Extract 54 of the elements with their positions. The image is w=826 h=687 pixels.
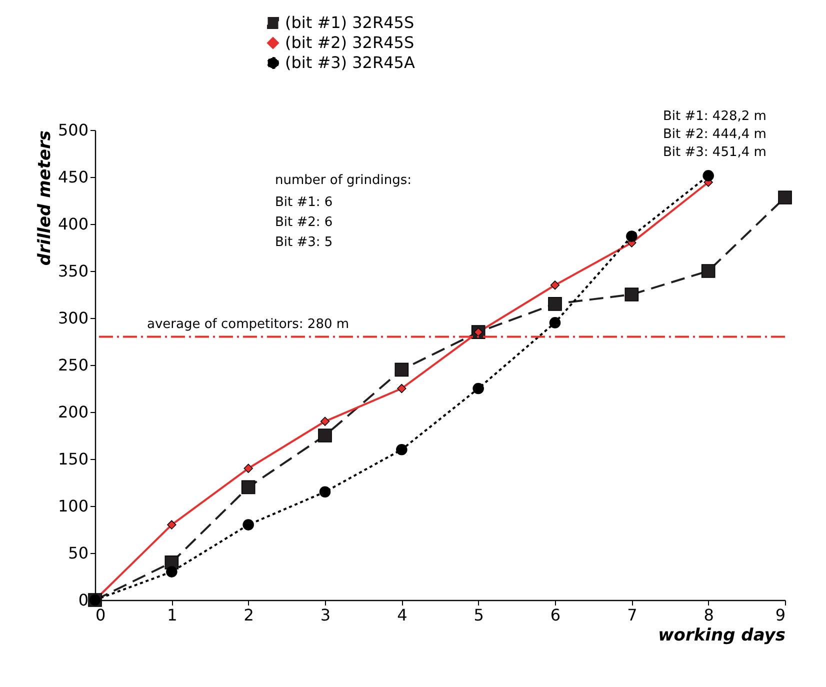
point [241,480,256,494]
y-tick-label: 300 [58,308,88,328]
point [702,170,714,182]
x-tick-label: 1 [167,606,178,624]
annotation: Bit #2: 6 [275,215,333,230]
x-tick-label: 4 [397,606,408,624]
x-tick-label: 7 [627,606,638,624]
y-axis-title: drilled meters [34,130,55,266]
point [701,264,716,278]
x-tick-label: 5 [474,606,484,624]
y-tick-label: 50 [68,544,88,562]
point [319,486,331,498]
point [396,444,408,456]
annotation: Bit #3: 5 [275,235,333,250]
y-tick-label: 0 [78,590,88,610]
x-tick-label: 2 [244,606,254,624]
point [548,296,562,311]
y-tick-label: 400 [58,214,88,234]
point [550,280,560,290]
annotation: Bit #1: 6 [275,195,333,210]
y-tick-label: 100 [58,496,88,516]
legend-label: (bit #3) 32R45A [285,53,415,72]
point [397,384,406,394]
point [472,382,484,394]
ref-line-label: average of competitors: 280 m [147,316,350,332]
point [778,190,792,204]
annotation: Bit #2: 444,4 m [663,127,766,142]
point [626,230,638,242]
point [242,519,254,530]
point [318,428,332,442]
point [167,520,176,530]
x-axis-title: working days [658,626,786,646]
point [624,288,639,302]
x-tick-label: 0 [96,606,106,624]
y-tick-label: 200 [58,402,88,422]
y-tick-label: 150 [58,450,88,468]
point [244,464,253,473]
annotation: number of grindings: [275,173,412,188]
point [394,362,409,377]
x-tick-label: 9 [775,606,786,624]
x-tick-label: 6 [550,606,561,624]
annotation: Bit #3: 451,4 m [663,145,766,160]
y-tick-label: 500 [58,120,88,140]
point [166,566,178,578]
point [549,317,561,328]
y-tick-label: 350 [58,262,88,280]
text: Bit #1: 428,2 m [663,109,766,124]
point [320,416,330,426]
y-tick-label: 250 [58,356,88,374]
x-tick-label: 8 [704,606,714,624]
legend-label: (bit #1) 32R45S [285,13,414,32]
y-tick-label: 450 [58,168,88,186]
x-tick-label: 3 [320,606,331,624]
legend-label: (bit #2) 32R45S [285,33,414,52]
